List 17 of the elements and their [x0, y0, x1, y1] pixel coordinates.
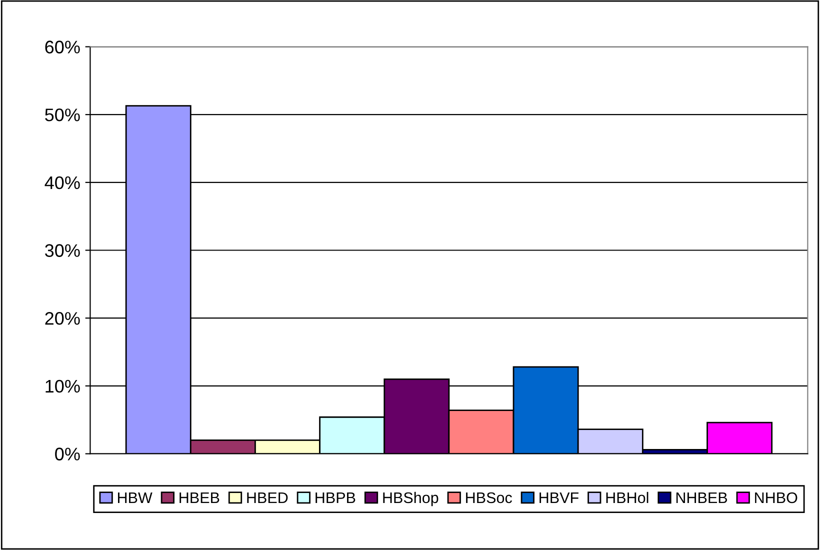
y-tick-label: 20% — [45, 312, 80, 325]
y-tick-label: 50% — [45, 108, 80, 122]
y-tick-label: 10% — [46, 380, 80, 393]
legend-label: NHBO — [755, 492, 798, 504]
y-tick-label: 40% — [44, 176, 80, 190]
legend-label: NHBEB — [676, 492, 728, 503]
legend-label: HBSoc — [466, 492, 512, 504]
legend-label: HBVF — [540, 492, 578, 503]
legend-label: HBW — [118, 492, 152, 503]
y-tick-label: 60% — [45, 40, 80, 54]
legend-label: HBEB — [180, 492, 220, 503]
legend-label: HBED — [247, 492, 288, 503]
legend-label: HBShop — [383, 492, 438, 506]
y-tick-label: 0% — [55, 448, 80, 460]
legend-label: HBHol — [606, 492, 648, 504]
legend-label: HBPB — [316, 492, 356, 503]
y-tick-label: 30% — [45, 244, 80, 257]
